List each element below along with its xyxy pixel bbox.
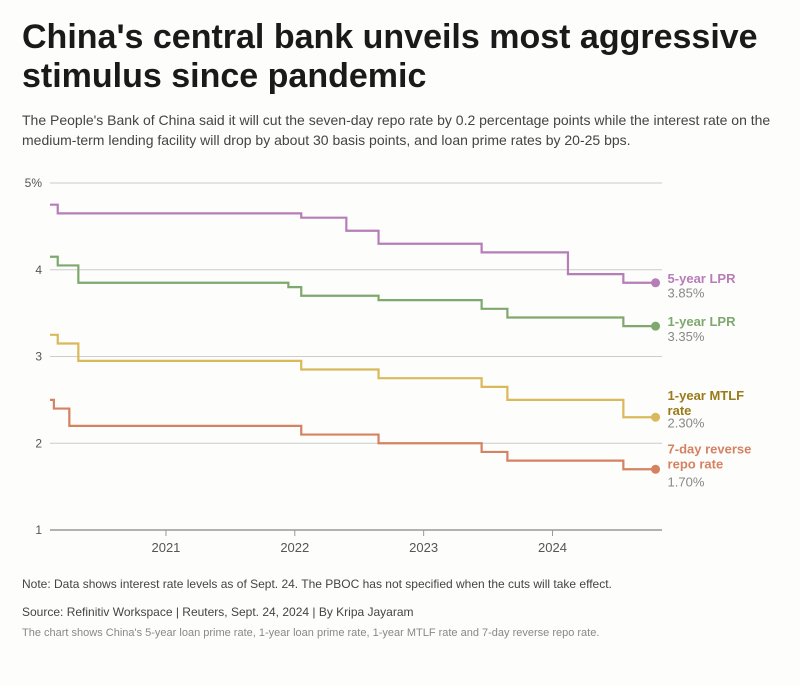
series-label-lpr5y: 5-year LPR — [668, 271, 737, 286]
series-mtlf — [50, 335, 656, 417]
series-endpoint-lpr1y — [651, 321, 660, 330]
series-value-repo7d: 1.70% — [668, 474, 705, 489]
chart-source: Source: Refinitiv Workspace | Reuters, S… — [22, 603, 778, 621]
chart-caption: The chart shows China's 5-year loan prim… — [22, 627, 778, 639]
series-lpr1y — [50, 257, 656, 326]
series-endpoint-repo7d — [651, 465, 660, 474]
svg-text:3: 3 — [35, 349, 42, 363]
svg-text:2021: 2021 — [151, 540, 180, 555]
svg-text:4: 4 — [35, 263, 42, 277]
svg-text:1: 1 — [35, 523, 42, 537]
chart-subtitle: The People's Bank of China said it will … — [22, 110, 778, 151]
chart-container: 1 2 3 4 5% 2021 2022 2023 2024 5-year LPR3.85% 1-y… — [22, 165, 778, 565]
series-label-repo7d: repo rate — [668, 456, 724, 471]
series-endpoint-lpr5y — [651, 278, 660, 287]
svg-text:5%: 5% — [25, 176, 43, 190]
chart-title: China's central bank unveils most aggres… — [22, 18, 778, 96]
series-endpoint-mtlf — [651, 413, 660, 422]
svg-text:2: 2 — [35, 436, 42, 450]
series-value-mtlf: 2.30% — [668, 415, 705, 430]
series-label-lpr1y: 1-year LPR — [668, 314, 737, 329]
series-label-repo7d: 7-day reverse — [668, 441, 752, 456]
svg-text:2022: 2022 — [280, 540, 309, 555]
chart-note: Note: Data shows interest rate levels as… — [22, 575, 778, 593]
series-value-lpr5y: 3.85% — [668, 285, 705, 300]
svg-text:2023: 2023 — [409, 540, 438, 555]
series-lpr5y — [50, 204, 656, 282]
step-line-chart: 1 2 3 4 5% 2021 2022 2023 2024 5-year LPR3.85% 1-y… — [22, 165, 778, 565]
series-label-mtlf: 1-year MTLF — [668, 388, 745, 403]
svg-text:2024: 2024 — [538, 540, 567, 555]
series-repo7d — [50, 400, 656, 469]
series-value-lpr1y: 3.35% — [668, 329, 705, 344]
